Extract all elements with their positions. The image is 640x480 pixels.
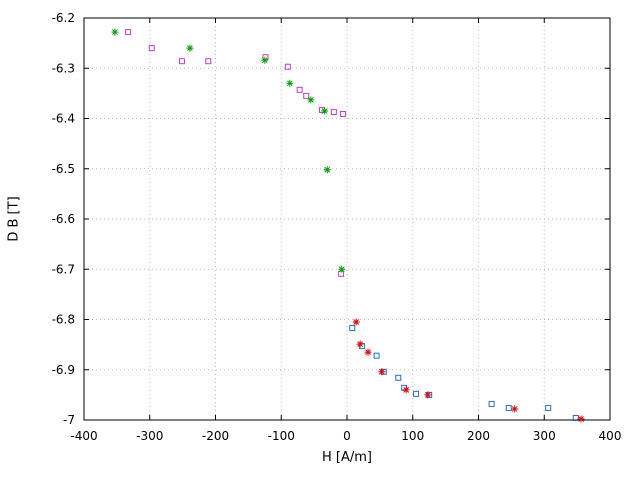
data-point-asterisk [307, 96, 315, 104]
x-tick-label: -300 [136, 429, 163, 443]
data-point-square [373, 352, 380, 359]
x-tick-label: 400 [599, 429, 622, 443]
y-tick-label: -6.8 [52, 313, 75, 327]
data-point-asterisk [424, 391, 432, 399]
data-point-square [545, 404, 552, 411]
x-tick-label: -400 [70, 429, 97, 443]
y-tick-label: -6.9 [52, 363, 75, 377]
data-point-asterisk [111, 28, 119, 36]
data-point-asterisk [261, 56, 269, 64]
data-point-asterisk [364, 348, 372, 356]
x-axis-title: H [A/m] [322, 450, 372, 465]
grid-lines [83, 17, 611, 421]
tick-marks [83, 17, 611, 421]
series-red-asterisks [352, 318, 585, 423]
data-point-square [488, 400, 495, 407]
data-point-square [178, 58, 185, 65]
data-point-asterisk [186, 44, 194, 52]
x-tick-label: 200 [467, 429, 490, 443]
y-axis-title: D B [T] [6, 196, 22, 242]
data-point-square [330, 108, 337, 115]
data-point-square [349, 325, 356, 332]
data-point-square [338, 270, 345, 277]
data-point-square [125, 29, 132, 36]
tick-labels: -400 -300 -200 -100 0 100 200 300 400 -7 -6.9 -6.8 -… [52, 11, 622, 443]
x-tick-label: 0 [343, 429, 351, 443]
data-point-square [572, 414, 579, 421]
data-point-square [413, 390, 420, 397]
series-green-asterisks [111, 28, 346, 273]
data-point-square [148, 45, 155, 52]
y-tick-label: -6.2 [52, 11, 75, 25]
data-point-asterisk [378, 368, 386, 376]
data-point-asterisk [352, 318, 360, 326]
y-tick-label: -6.7 [52, 262, 75, 276]
data-point-asterisk [321, 107, 329, 115]
x-tick-label: -200 [202, 429, 229, 443]
data-point-asterisk [511, 405, 519, 413]
y-tick-label: -6.4 [52, 112, 75, 126]
series-magenta-squares [125, 29, 347, 277]
data-point-square [395, 374, 402, 381]
y-tick-label: -6.5 [52, 162, 75, 176]
data-point-asterisk [356, 340, 364, 348]
data-point-square [303, 92, 310, 99]
x-tick-label: 300 [533, 429, 556, 443]
data-point-asterisk [577, 415, 585, 423]
data-point-square [505, 404, 512, 411]
data-point-asterisk [338, 265, 346, 273]
data-point-asterisk [323, 166, 331, 174]
x-tick-label: -100 [268, 429, 295, 443]
data-point-asterisk [286, 79, 294, 87]
x-tick-label: 100 [401, 429, 424, 443]
y-tick-label: -6.6 [52, 212, 75, 226]
data-point-square [284, 63, 291, 70]
y-tick-label: -7 [63, 413, 75, 427]
data-point-square [296, 86, 303, 93]
data-point-square [205, 58, 212, 65]
data-point-square [340, 110, 347, 117]
data-point-asterisk [402, 386, 410, 394]
y-tick-label: -6.3 [52, 61, 75, 75]
